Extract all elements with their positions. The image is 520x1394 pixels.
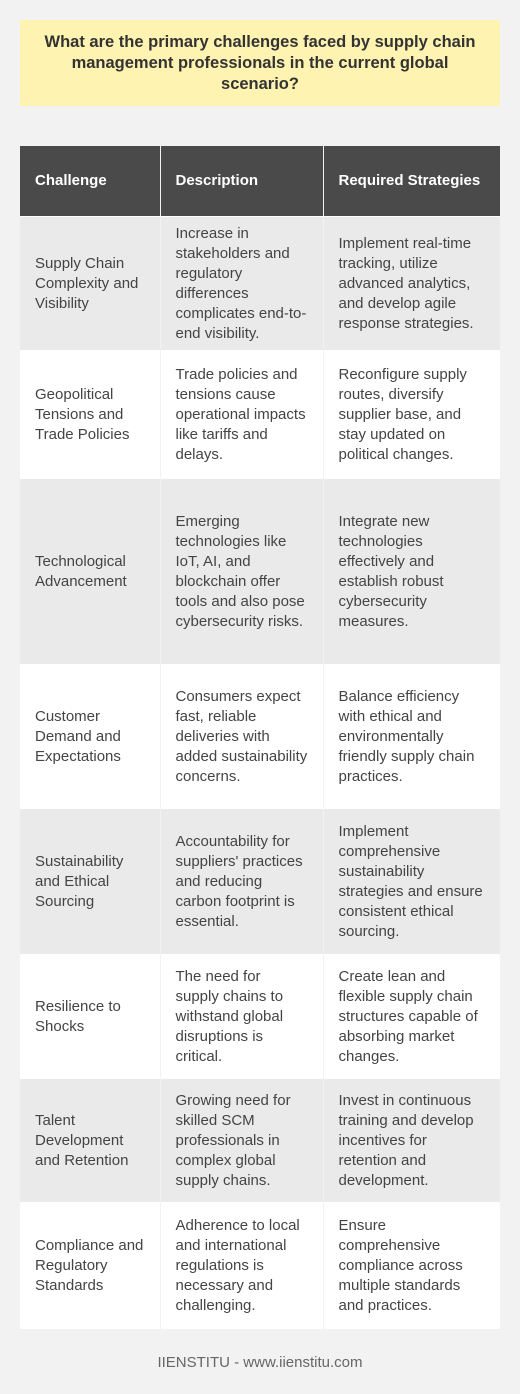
table-row: Talent Development and Retention Growing… — [20, 1078, 500, 1203]
table-header-row: Challenge Description Required Strategie… — [20, 146, 500, 217]
strategies-cell: Reconfigure supply routes, diversify sup… — [323, 350, 500, 479]
table-row: Compliance and Regulatory Standards Adhe… — [20, 1202, 500, 1329]
header-challenge: Challenge — [20, 146, 161, 217]
strategies-cell: Create lean and flexible supply chain st… — [323, 954, 500, 1079]
table-row: Technological Advancement Emerging techn… — [20, 478, 500, 665]
description-cell: Emerging technologies like IoT, AI, and … — [160, 478, 324, 665]
question-text: What are the primary challenges faced by… — [44, 32, 476, 93]
strategies-cell: Invest in continuous training and develo… — [323, 1078, 500, 1203]
challenges-table: Challenge Description Required Strategie… — [20, 146, 500, 1329]
description-cell: Trade policies and tensions cause operat… — [160, 350, 324, 479]
table-row: Customer Demand and Expectations Consume… — [20, 664, 500, 809]
description-cell: Consumers expect fast, reliable deliveri… — [160, 664, 324, 809]
description-cell: Increase in stakeholders and regulatory … — [160, 216, 324, 351]
strategies-cell: Integrate new technologies effectively a… — [323, 478, 500, 665]
table-row: Supply Chain Complexity and Visibility I… — [20, 216, 500, 351]
strategies-cell: Balance efficiency with ethical and envi… — [323, 664, 500, 809]
question-box: What are the primary challenges faced by… — [20, 20, 500, 106]
challenge-cell: Sustainability and Ethical Sourcing — [20, 808, 161, 955]
challenge-cell: Resilience to Shocks — [20, 954, 161, 1079]
table-row: Sustainability and Ethical Sourcing Acco… — [20, 808, 500, 955]
header-description: Description — [160, 146, 324, 217]
description-cell: The need for supply chains to withstand … — [160, 954, 324, 1079]
strategies-cell: Implement comprehensive sustainability s… — [323, 808, 500, 955]
strategies-cell: Implement real-time tracking, utilize ad… — [323, 216, 500, 351]
challenge-cell: Geopolitical Tensions and Trade Policies — [20, 350, 161, 479]
footer-credit: IIENSTITU - www.iienstitu.com — [157, 1354, 363, 1371]
challenge-cell: Supply Chain Complexity and Visibility — [20, 216, 161, 351]
table-row: Resilience to Shocks The need for supply… — [20, 954, 500, 1079]
header-required-strategies: Required Strategies — [323, 146, 500, 217]
challenge-cell: Talent Development and Retention — [20, 1078, 161, 1203]
strategies-cell: Ensure comprehensive compliance across m… — [323, 1202, 500, 1329]
table-row: Geopolitical Tensions and Trade Policies… — [20, 350, 500, 479]
challenge-cell: Customer Demand and Expectations — [20, 664, 161, 809]
challenge-cell: Compliance and Regulatory Standards — [20, 1202, 161, 1329]
description-cell: Adherence to local and international reg… — [160, 1202, 324, 1329]
challenge-cell: Technological Advancement — [20, 478, 161, 665]
description-cell: Growing need for skilled SCM professiona… — [160, 1078, 324, 1203]
description-cell: Accountability for suppliers' practices … — [160, 808, 324, 955]
